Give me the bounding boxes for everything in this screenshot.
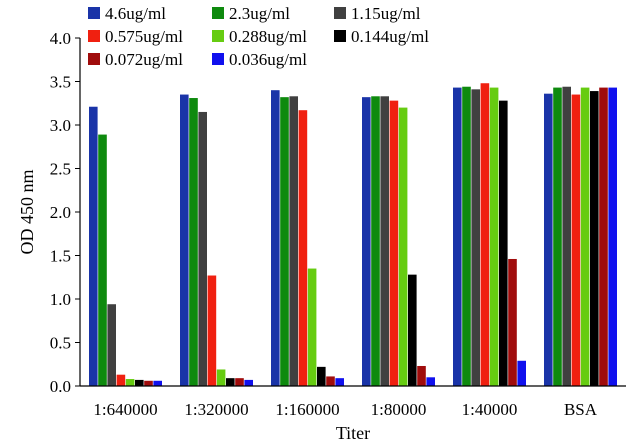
legend-label: 0.575ug/ml bbox=[105, 27, 183, 46]
bar bbox=[271, 90, 280, 386]
x-tick-label: 1:320000 bbox=[184, 400, 248, 419]
bar bbox=[244, 379, 253, 386]
bar bbox=[453, 87, 462, 386]
bar bbox=[571, 94, 581, 387]
bar bbox=[289, 96, 298, 386]
x-tick-label: 1:160000 bbox=[275, 400, 339, 419]
bar bbox=[599, 87, 608, 386]
legend-label: 1.15ug/ml bbox=[351, 4, 421, 23]
legend-swatch bbox=[334, 30, 346, 42]
legend-swatch bbox=[88, 30, 100, 42]
bar bbox=[207, 275, 217, 386]
bar bbox=[235, 378, 244, 386]
x-tick-label: 1:80000 bbox=[371, 400, 427, 419]
y-tick-label: 3.0 bbox=[50, 116, 71, 135]
bar bbox=[307, 268, 317, 386]
bar bbox=[144, 380, 153, 386]
legend-label: 0.144ug/ml bbox=[351, 27, 429, 46]
y-axis-title: OD 450 nm bbox=[17, 170, 37, 255]
x-ticks: 1:640000 1:320000 1:160000 1:80000 1:40000 BS… bbox=[93, 400, 597, 419]
bars bbox=[89, 83, 617, 387]
bar bbox=[544, 93, 553, 387]
bar bbox=[335, 378, 344, 386]
bar bbox=[317, 366, 326, 386]
legend-swatch bbox=[212, 7, 224, 19]
x-tick-label: 1:640000 bbox=[93, 400, 157, 419]
bar bbox=[580, 87, 590, 386]
bar bbox=[380, 96, 389, 386]
bar bbox=[98, 134, 107, 386]
legend-label: 2.3ug/ml bbox=[229, 4, 290, 23]
legend-label: 0.288ug/ml bbox=[229, 27, 307, 46]
bar bbox=[562, 86, 571, 386]
bar bbox=[389, 100, 399, 386]
bar bbox=[198, 111, 207, 386]
y-tick-label: 1.0 bbox=[50, 290, 71, 309]
bar bbox=[517, 360, 526, 386]
bar bbox=[362, 97, 371, 386]
y-tick-label: 3.5 bbox=[50, 73, 71, 92]
bar bbox=[107, 304, 116, 386]
bar bbox=[462, 86, 471, 386]
legend-swatch bbox=[334, 7, 346, 19]
bar bbox=[398, 107, 408, 386]
bar bbox=[371, 96, 380, 386]
bar bbox=[180, 94, 189, 387]
bar bbox=[508, 258, 517, 386]
bar bbox=[499, 100, 508, 386]
bar bbox=[426, 377, 435, 386]
y-ticks: 0.0 0.5 1.0 1.5 2.0 2.5 3.0 3.5 4.0 bbox=[50, 29, 80, 396]
bar bbox=[216, 369, 226, 386]
bar bbox=[135, 379, 144, 386]
bar bbox=[608, 87, 617, 386]
bar bbox=[226, 378, 235, 386]
bar bbox=[417, 365, 426, 386]
legend-label: 0.072ug/ml bbox=[105, 50, 183, 69]
bar bbox=[590, 91, 599, 386]
bar bbox=[125, 379, 135, 386]
bar bbox=[480, 83, 490, 387]
bar bbox=[89, 106, 98, 386]
legend-swatch bbox=[88, 7, 100, 19]
y-tick-label: 1.5 bbox=[50, 247, 71, 266]
y-tick-label: 2.0 bbox=[50, 203, 71, 222]
bar bbox=[189, 98, 198, 386]
bar bbox=[489, 87, 499, 386]
legend-label: 4.6ug/ml bbox=[105, 4, 166, 23]
x-tick-label: BSA bbox=[564, 400, 598, 419]
legend-label: 0.036ug/ml bbox=[229, 50, 307, 69]
legend-swatch bbox=[88, 53, 100, 65]
x-tick-label: 1:40000 bbox=[462, 400, 518, 419]
y-tick-label: 2.5 bbox=[50, 160, 71, 179]
bar bbox=[280, 97, 289, 386]
y-tick-label: 0.0 bbox=[50, 377, 71, 396]
bar bbox=[326, 376, 335, 386]
bar bbox=[408, 274, 417, 386]
legend: 4.6ug/ml 2.3ug/ml 1.15ug/ml 0.575ug/ml 0.288… bbox=[88, 4, 429, 69]
bar bbox=[116, 374, 126, 386]
y-tick-label: 4.0 bbox=[50, 29, 71, 48]
legend-swatch bbox=[212, 53, 224, 65]
bar bbox=[553, 87, 562, 386]
bar bbox=[298, 110, 308, 387]
bar bbox=[153, 380, 162, 386]
y-tick-label: 0.5 bbox=[50, 334, 71, 353]
x-axis-title: Titer bbox=[336, 423, 370, 443]
bar bbox=[471, 89, 480, 386]
legend-swatch bbox=[212, 30, 224, 42]
